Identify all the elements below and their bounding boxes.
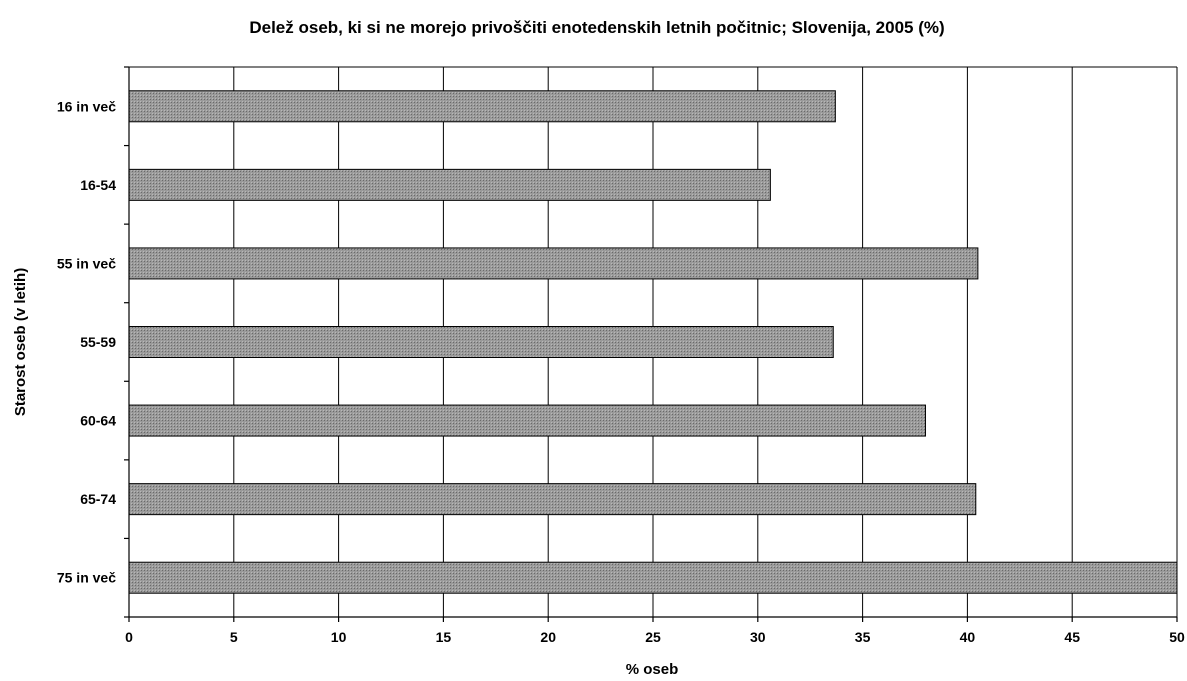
bar [128,168,771,201]
x-tick-label: 20 [540,629,556,645]
category-label: 55-59 [80,334,116,350]
x-axis-label: % oseb [626,661,679,678]
x-tick-label: 30 [750,629,766,645]
x-tick-label: 10 [331,629,347,645]
category-label: 55 in več [57,255,116,271]
x-tick-label: 35 [855,629,871,645]
x-tick-labels: 0 5 10 15 20 25 30 35 40 45 50 [125,629,1185,645]
x-tick-label: 5 [230,629,238,645]
category-label: 75 in več [57,570,116,586]
bar [128,404,926,437]
x-tick-label: 15 [436,629,452,645]
x-tick-label: 25 [645,629,661,645]
bar [128,90,836,123]
x-tick-label: 0 [125,629,133,645]
category-labels: 16 in več 16-54 55 in več 55-59 60-64 65-74 75… [57,98,116,585]
x-tick-label: 50 [1169,629,1185,645]
x-tick-label: 45 [1064,629,1080,645]
axes [124,66,1178,622]
bar [128,326,834,358]
bar [128,247,979,280]
category-label: 65-74 [80,491,116,507]
category-label: 60-64 [80,413,116,429]
chart-title: Delež oseb, ki si ne morejo privoščiti e… [249,18,944,37]
x-tick-label: 40 [960,629,976,645]
bar [128,561,1178,594]
category-label: 16 in več [57,98,116,114]
category-label: 16-54 [80,177,116,193]
bar [128,483,977,516]
y-axis-label: Starost oseb (v letih) [12,268,29,416]
